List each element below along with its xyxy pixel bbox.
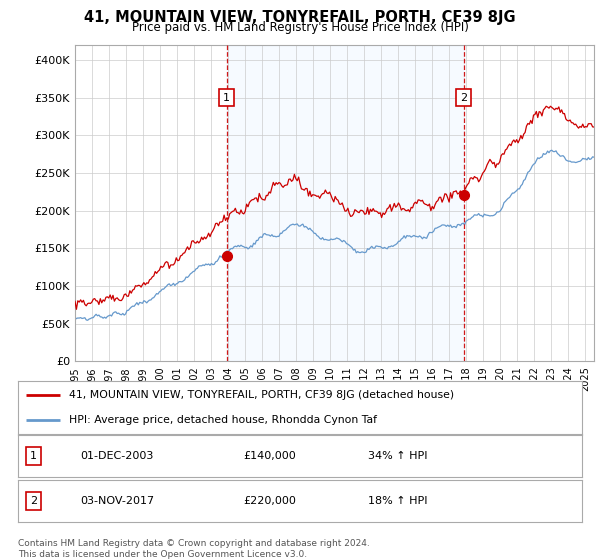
Text: 1: 1 — [30, 451, 37, 461]
Text: Price paid vs. HM Land Registry's House Price Index (HPI): Price paid vs. HM Land Registry's House … — [131, 21, 469, 34]
Text: HPI: Average price, detached house, Rhondda Cynon Taf: HPI: Average price, detached house, Rhon… — [69, 414, 377, 424]
Text: 2: 2 — [30, 496, 37, 506]
Text: 18% ↑ HPI: 18% ↑ HPI — [368, 496, 427, 506]
Text: £220,000: £220,000 — [244, 496, 296, 506]
Text: £140,000: £140,000 — [244, 451, 296, 461]
Text: Contains HM Land Registry data © Crown copyright and database right 2024.
This d: Contains HM Land Registry data © Crown c… — [18, 539, 370, 559]
Text: 03-NOV-2017: 03-NOV-2017 — [80, 496, 154, 506]
Text: 41, MOUNTAIN VIEW, TONYREFAIL, PORTH, CF39 8JG: 41, MOUNTAIN VIEW, TONYREFAIL, PORTH, CF… — [84, 10, 516, 25]
Text: 2: 2 — [460, 92, 467, 102]
Text: 34% ↑ HPI: 34% ↑ HPI — [368, 451, 427, 461]
Text: 41, MOUNTAIN VIEW, TONYREFAIL, PORTH, CF39 8JG (detached house): 41, MOUNTAIN VIEW, TONYREFAIL, PORTH, CF… — [69, 390, 454, 400]
Bar — [227, 45, 464, 361]
Text: 1: 1 — [223, 92, 230, 102]
Text: 01-DEC-2003: 01-DEC-2003 — [80, 451, 154, 461]
